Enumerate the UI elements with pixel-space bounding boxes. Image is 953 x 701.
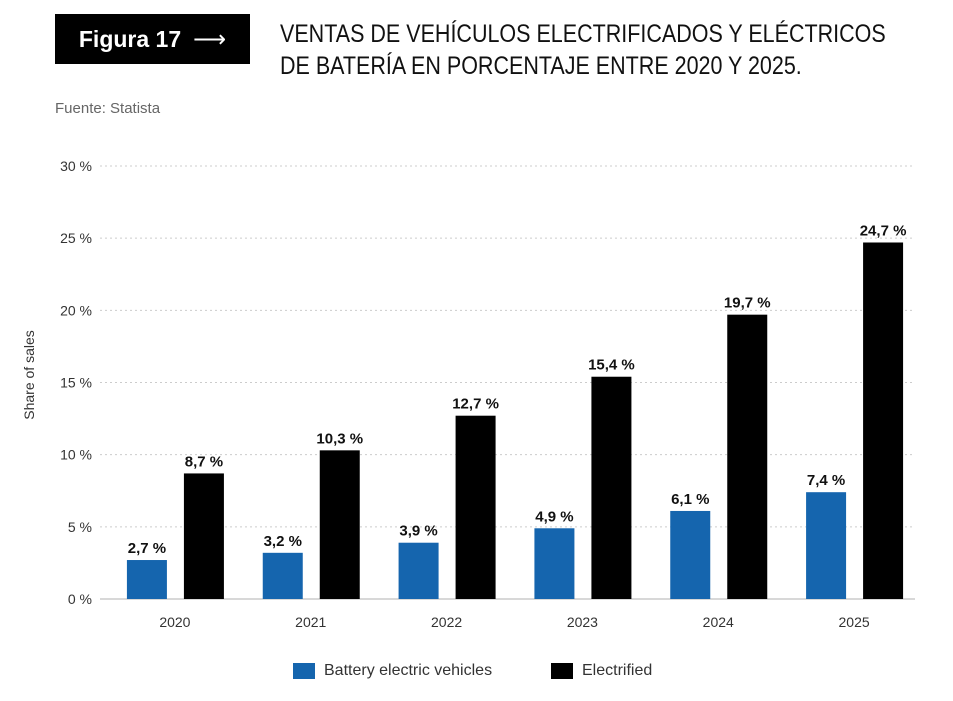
data-label: 19,7 % [724, 295, 771, 312]
data-label: 15,4 % [588, 357, 635, 374]
data-label: 10,3 % [316, 430, 363, 447]
y-tick-label: 0 % [68, 591, 92, 607]
legend-label: Electrified [582, 662, 653, 679]
arrow-right-icon: ⟶ [193, 25, 227, 52]
y-tick-label: 25 % [60, 230, 92, 246]
x-tick-label: 2020 [159, 614, 190, 630]
bar-bev [126, 560, 167, 599]
data-label: 6,1 % [671, 491, 709, 508]
x-tick-label: 2024 [703, 614, 734, 630]
legend-swatch [551, 663, 573, 679]
data-label: 2,7 % [128, 540, 166, 557]
y-axis-title: Share of sales [21, 330, 37, 420]
bar-electrified [727, 314, 768, 599]
legend-item: Electrified [551, 662, 652, 680]
figure-label: Figura 17 [78, 25, 182, 52]
bar-bev [398, 542, 439, 599]
x-tick-label: 2023 [567, 614, 598, 630]
bar-bev [670, 510, 711, 599]
legend-swatch [293, 663, 315, 679]
x-tick-label: 2025 [839, 614, 870, 630]
data-label: 7,4 % [807, 472, 845, 489]
data-label: 24,7 % [860, 222, 907, 239]
bar-electrified [319, 450, 360, 599]
y-tick-label: 10 % [60, 447, 92, 463]
bar-bev [534, 528, 575, 599]
chart-title: VENTAS DE VEHÍCULOS ELECTRIFICADOS Y ELÉ… [280, 20, 886, 80]
bar-electrified [591, 376, 632, 599]
y-tick-label: 15 % [60, 375, 92, 391]
data-label: 4,9 % [535, 508, 573, 525]
source-note: Fuente: Statista [55, 100, 161, 117]
data-label: 8,7 % [185, 453, 223, 470]
bar-bev [806, 492, 847, 599]
data-label: 3,2 % [264, 533, 302, 550]
figure-badge: Figura 17 ⟶ [55, 14, 250, 64]
y-tick-label: 30 % [60, 158, 92, 174]
y-tick-label: 20 % [60, 302, 92, 318]
data-label: 3,9 % [399, 523, 437, 540]
data-label: 12,7 % [452, 396, 499, 413]
legend-item: Battery electric vehicles [293, 662, 492, 680]
x-tick-label: 2022 [431, 614, 462, 630]
bar-electrified [863, 242, 904, 599]
x-tick-label: 2021 [295, 614, 326, 630]
legend-label: Battery electric vehicles [324, 662, 493, 679]
bar-electrified [183, 473, 224, 599]
bar-electrified [455, 415, 496, 599]
y-tick-label: 5 % [68, 519, 92, 535]
bar-bev [262, 552, 303, 599]
